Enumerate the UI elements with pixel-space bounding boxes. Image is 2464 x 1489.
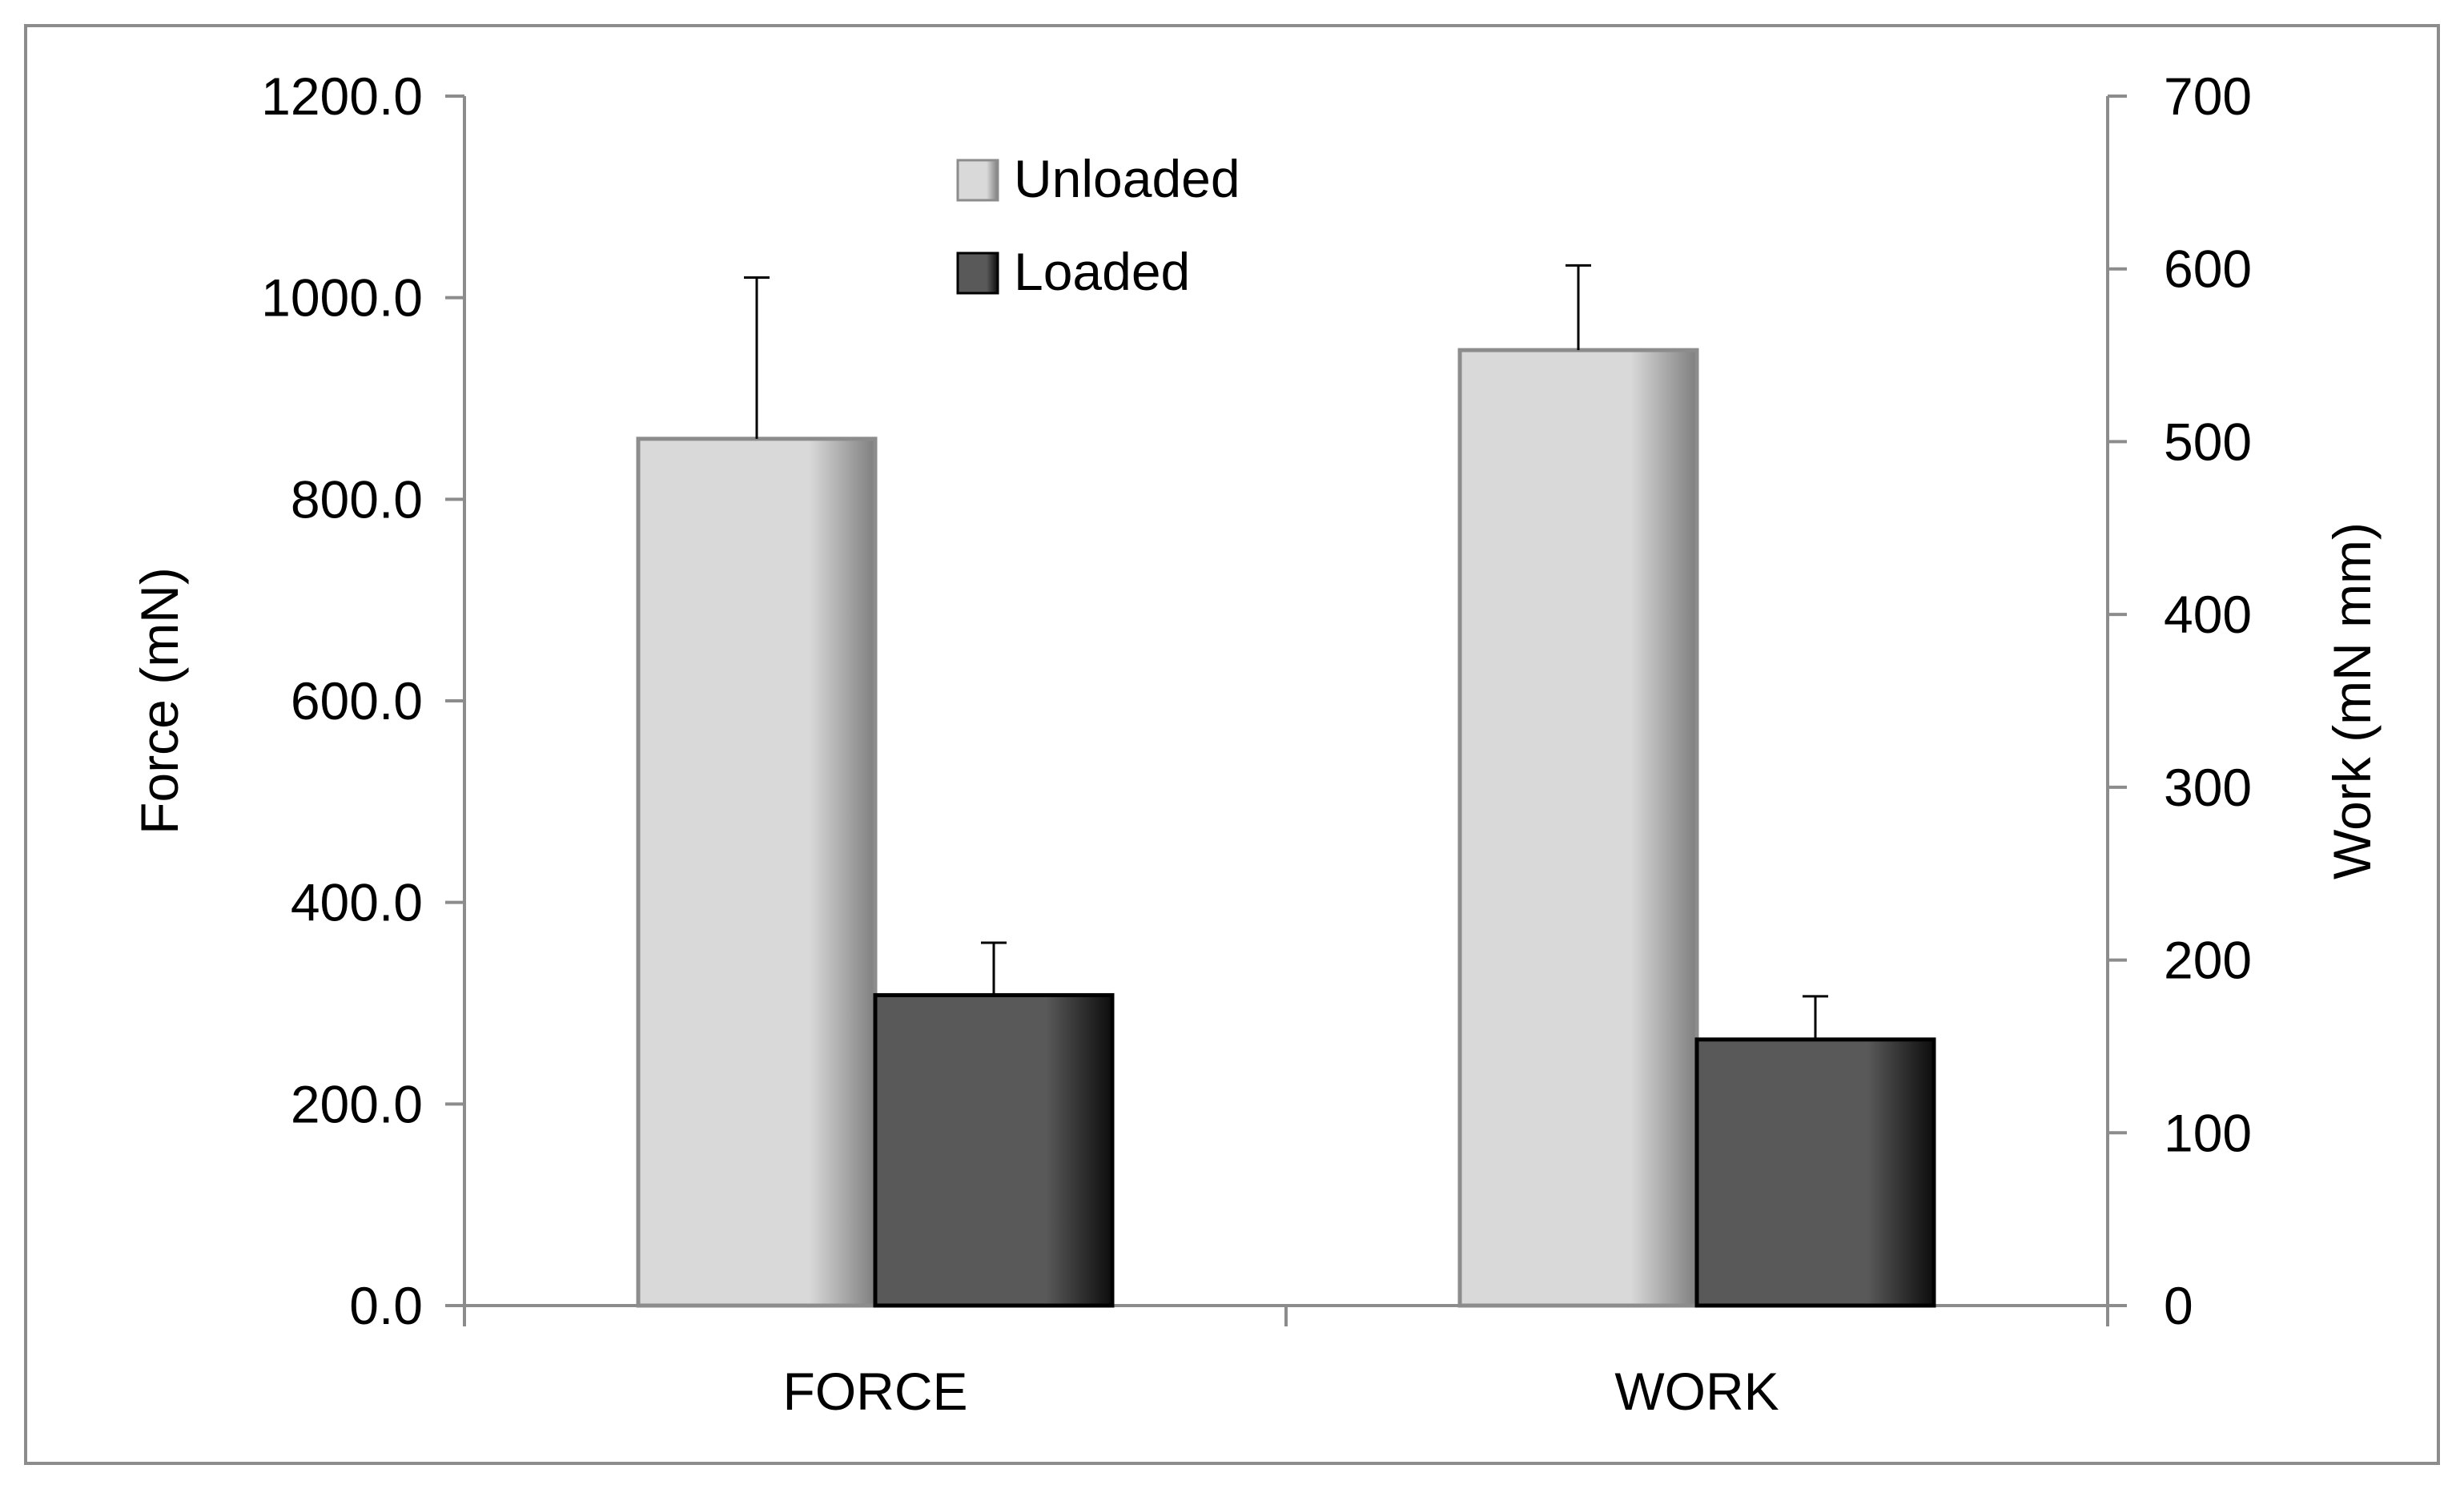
y-right-tick-label: 700 — [2164, 66, 2252, 126]
right-axis-ticks: 0 100 200 300 400 500 600 700 — [2108, 66, 2252, 1335]
x-tick-label-work: WORK — [1614, 1362, 1779, 1421]
y-left-tick-label: 800.0 — [291, 469, 423, 529]
bar-loaded-force — [873, 992, 1115, 1308]
x-tick-label-force: FORCE — [783, 1362, 968, 1421]
y-right-tick-label: 400 — [2164, 585, 2252, 644]
y-left-tick-label: 600.0 — [291, 671, 423, 730]
legend-label-loaded: Loaded — [1014, 242, 1190, 301]
legend-label-unloaded: Unloaded — [1014, 149, 1240, 208]
legend: Unloaded Loaded — [956, 149, 1240, 301]
y-right-tick-label: 600 — [2164, 239, 2252, 299]
error-bars-group — [744, 264, 1828, 1040]
y-right-tick-label: 0 — [2164, 1276, 2193, 1335]
y-right-tick-label: 300 — [2164, 758, 2252, 817]
y-left-tick-label: 400.0 — [291, 873, 423, 932]
y-right-tick-label: 500 — [2164, 412, 2252, 471]
y-left-tick-label: 1000.0 — [261, 268, 423, 328]
bars-group — [636, 348, 1936, 1308]
y-right-axis-label: Work (mN mm) — [2322, 522, 2382, 879]
legend-swatch-loaded — [956, 252, 999, 295]
left-axis-ticks: 0.0 200.0 400.0 600.0 800.0 1000.0 1200.0 — [261, 66, 464, 1335]
y-left-tick-label: 200.0 — [291, 1074, 423, 1133]
bar-unloaded-force — [636, 437, 878, 1308]
legend-swatch-unloaded — [956, 159, 999, 202]
y-right-tick-label: 100 — [2164, 1103, 2252, 1162]
y-left-axis-label: Force (mN) — [130, 567, 189, 835]
y-right-tick-label: 200 — [2164, 931, 2252, 990]
bar-loaded-work — [1694, 1037, 1936, 1308]
y-left-tick-label: 1200.0 — [261, 66, 423, 126]
y-left-tick-label: 0.0 — [349, 1276, 423, 1335]
bar-unloaded-work — [1457, 348, 1699, 1308]
chart-frame — [24, 24, 2440, 1465]
